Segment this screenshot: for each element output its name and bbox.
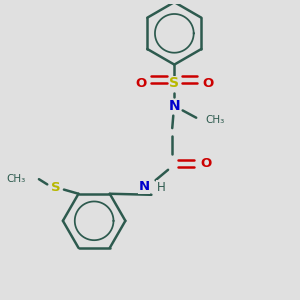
Text: N: N — [169, 99, 180, 113]
Text: S: S — [51, 181, 60, 194]
Text: CH₃: CH₃ — [206, 115, 225, 125]
Text: O: O — [135, 77, 147, 90]
Text: CH₃: CH₃ — [6, 174, 26, 184]
Text: O: O — [202, 77, 213, 90]
Text: S: S — [169, 76, 179, 90]
Text: H: H — [157, 181, 165, 194]
Text: O: O — [200, 157, 211, 170]
Text: N: N — [139, 180, 150, 193]
